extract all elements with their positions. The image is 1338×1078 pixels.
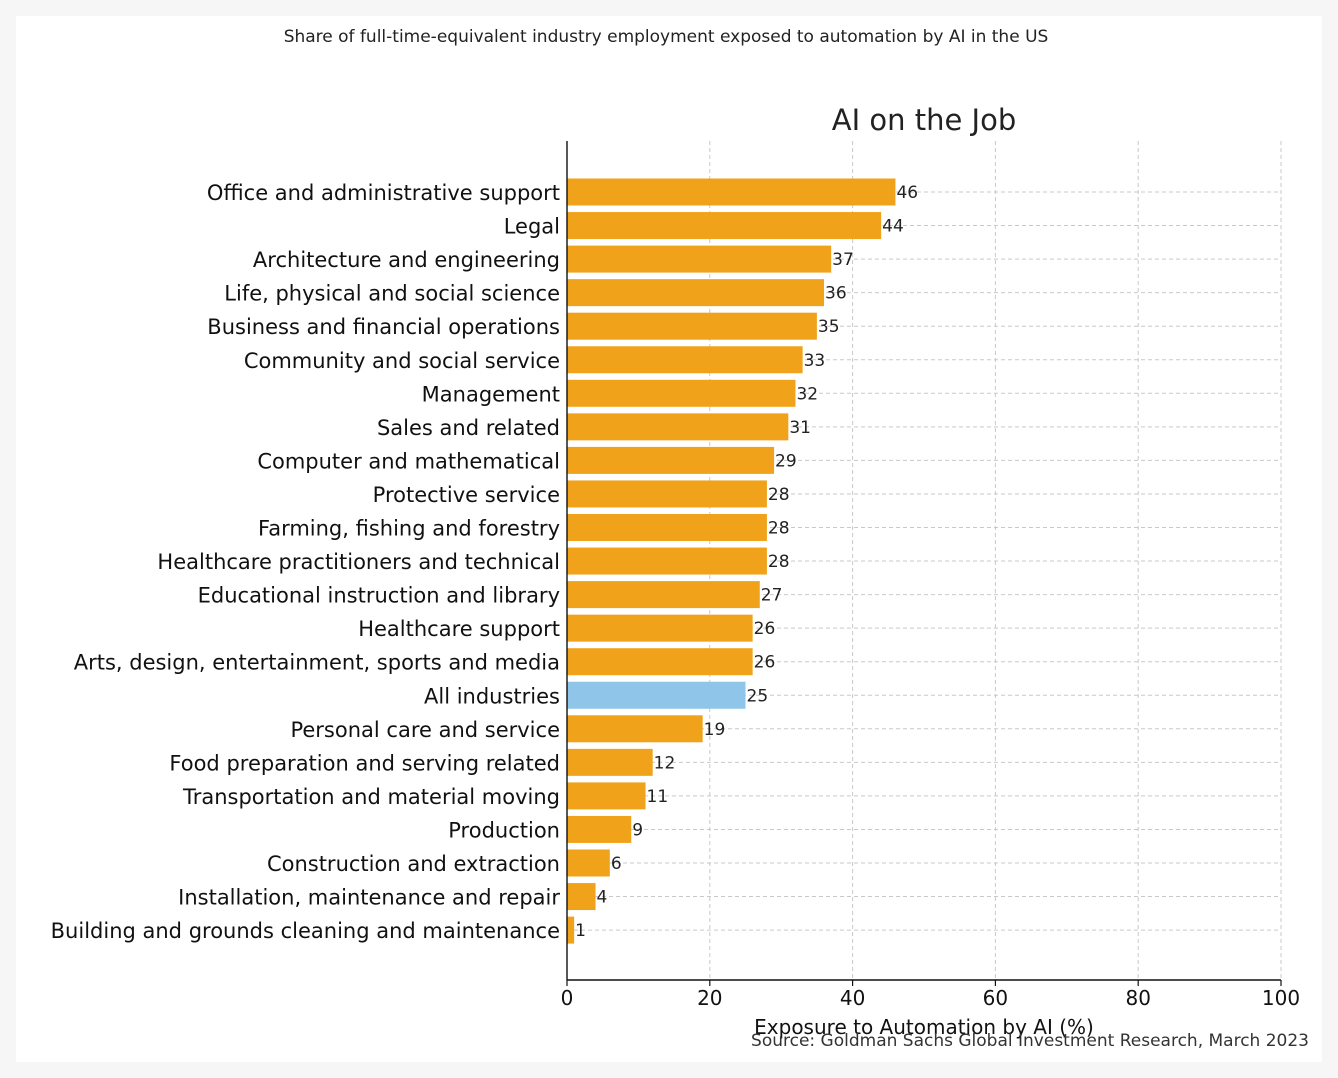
category-label: Business and financial operations: [207, 315, 560, 339]
bar: [567, 245, 832, 273]
category-label: Office and administrative support: [207, 181, 560, 205]
data-label: 37: [832, 250, 854, 270]
chart-title: AI on the Job: [832, 103, 1016, 137]
data-label: 33: [804, 351, 826, 371]
category-label: Life, physical and social science: [224, 282, 560, 306]
bar: [567, 648, 753, 676]
x-tick-label: 20: [697, 986, 722, 1010]
data-label: 11: [647, 787, 669, 807]
x-tick-label: 80: [1125, 986, 1150, 1010]
category-label: All industries: [424, 684, 560, 708]
data-labels: 46 44 37 36 35 33 32 31 29 28 28 28 27 26 26 25 19 12 1196…: [575, 183, 918, 941]
category-label: Protective service: [373, 483, 560, 507]
bar: [567, 279, 825, 307]
data-label: 4: [597, 888, 608, 908]
category-label: Transportation and material moving: [182, 785, 560, 809]
data-label: 36: [825, 284, 847, 304]
data-label: 26: [754, 653, 776, 673]
bars: [567, 178, 896, 944]
data-label: 32: [796, 384, 818, 404]
category-label: Arts, design, entertainment, sports and …: [74, 651, 560, 675]
bar: [567, 748, 653, 776]
category-label: Healthcare support: [358, 617, 560, 641]
bar: [567, 413, 789, 441]
category-label: Building and grounds cleaning and mainte…: [51, 919, 560, 943]
category-label: Architecture and engineering: [253, 248, 560, 272]
chart-subtitle: Share of full-time-equivalent industry e…: [283, 27, 1049, 47]
bar: [567, 916, 575, 944]
x-tick-label: 0: [561, 986, 574, 1010]
data-label: 12: [654, 753, 676, 773]
data-label: 46: [896, 183, 918, 203]
data-label: 28: [768, 552, 790, 572]
category-label: Legal: [504, 215, 560, 239]
category-label: Construction and extraction: [267, 852, 560, 876]
category-labels: Office and administrative support Legal Ar…: [51, 181, 561, 943]
data-label: 44: [882, 217, 904, 237]
bar: [567, 715, 703, 743]
data-label: 26: [754, 619, 776, 639]
category-label: Community and social service: [244, 349, 560, 373]
bar: [567, 782, 646, 810]
data-label: 28: [768, 485, 790, 505]
axes: 0 20 40 60 80 100: [561, 141, 1300, 1010]
bar: [567, 312, 817, 340]
bar: [567, 480, 767, 508]
x-tick-label: 40: [840, 986, 865, 1010]
bar: [567, 446, 775, 474]
data-label: 19: [704, 720, 726, 740]
data-label: 31: [789, 418, 811, 438]
bar: [567, 379, 796, 407]
bar: [567, 178, 896, 206]
category-label: Computer and mathematical: [257, 449, 560, 473]
x-tick-label: 100: [1262, 986, 1300, 1010]
source-note: Source: Goldman Sachs Global Investment …: [751, 1031, 1309, 1051]
category-label: Healthcare practitioners and technical: [157, 550, 560, 574]
bar: [567, 849, 610, 877]
category-label: Food preparation and serving related: [169, 751, 560, 775]
x-axis-label: Exposure to Automation by AI (%): [754, 1015, 1094, 1039]
category-label: Farming, fishing and forestry: [258, 517, 560, 541]
data-label: 29: [775, 451, 797, 471]
bar: [567, 883, 596, 911]
category-label: Management: [422, 382, 560, 406]
data-label: 28: [768, 519, 790, 539]
data-label: 35: [818, 317, 840, 337]
category-label: Sales and related: [377, 416, 560, 440]
bar: [567, 581, 760, 609]
bar-highlight: [567, 681, 746, 709]
data-label: 6: [611, 854, 622, 874]
category-label: Educational instruction and library: [198, 584, 560, 608]
category-label: Personal care and service: [290, 718, 560, 742]
bar: [567, 547, 767, 575]
bar: [567, 346, 803, 374]
category-label: Production: [448, 818, 560, 842]
bar: [567, 815, 632, 843]
data-label: 27: [761, 586, 783, 606]
bar: [567, 212, 882, 240]
data-label: 1: [575, 921, 586, 941]
bar: [567, 514, 767, 541]
bar: [567, 614, 753, 642]
x-tick-label: 60: [983, 986, 1008, 1010]
data-label: 25: [747, 686, 769, 706]
category-label: Installation, maintenance and repair: [178, 886, 560, 910]
data-label: 9: [632, 820, 643, 840]
